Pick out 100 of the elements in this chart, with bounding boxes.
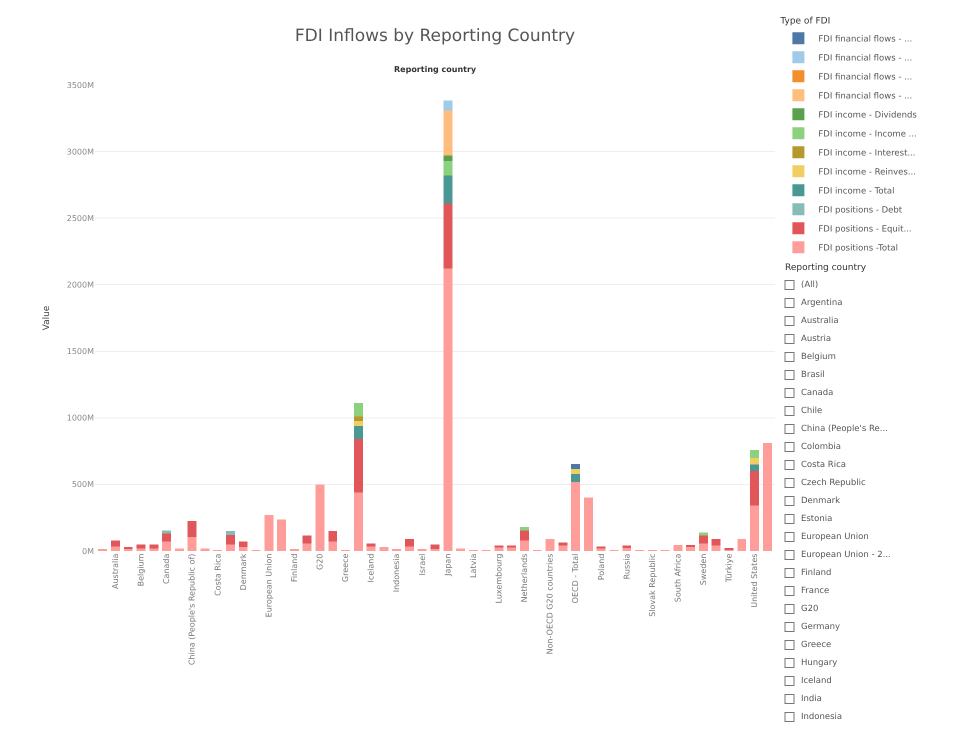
y-axis-title: Value <box>42 305 52 330</box>
bar <box>110 540 120 546</box>
x-tick-label: Latvia <box>468 554 478 578</box>
x-tick-label: Israel <box>418 554 427 576</box>
bar <box>354 426 363 440</box>
x-tick-label: OECD - Total <box>571 554 580 604</box>
y-tick-label: 500M <box>72 480 94 490</box>
y-tick-label: 0M <box>82 546 94 556</box>
bar <box>571 464 580 470</box>
text: Greece <box>801 640 832 650</box>
y-tick-label: 3500M <box>66 80 94 90</box>
x-tick-label: European Union <box>264 554 274 618</box>
bar <box>226 531 235 536</box>
bar <box>443 204 452 269</box>
bar <box>762 443 772 551</box>
text: India <box>801 694 822 704</box>
x-tick-label: Denmark <box>238 553 248 590</box>
bar <box>686 547 696 551</box>
x-tick-label: Australia <box>111 554 120 589</box>
bar <box>264 515 274 551</box>
text: Indonesia <box>801 712 842 722</box>
bar <box>404 539 414 546</box>
text: Argentina <box>801 298 842 308</box>
bar <box>404 546 414 551</box>
bar <box>302 536 312 544</box>
bar <box>750 450 760 458</box>
chart-subtitle: Reporting country <box>394 65 477 74</box>
text: Australia <box>801 316 839 326</box>
x-tick-label: G20 <box>316 554 325 570</box>
bar <box>494 548 504 551</box>
bar <box>149 544 158 548</box>
legend-label: FDI income - Interest... <box>818 148 916 159</box>
bar <box>328 542 338 551</box>
text: Reporting country <box>785 263 867 273</box>
text: Colombia <box>801 442 841 452</box>
bar <box>698 532 708 536</box>
bar <box>302 544 312 551</box>
bar <box>443 156 452 161</box>
bar <box>520 540 529 551</box>
text: Czech Republic <box>801 478 866 488</box>
bar <box>443 176 452 204</box>
bar <box>188 537 197 551</box>
bar <box>354 403 363 417</box>
bar <box>430 544 440 549</box>
legend-label: FDI financial flows - ... <box>818 72 912 83</box>
bar <box>226 535 235 544</box>
x-tick-label: Belgium <box>136 553 146 586</box>
x-tick-label: Non-OECD G20 countries <box>546 554 555 654</box>
x-tick-label: Slovak Republic <box>648 554 657 617</box>
legend-label: FDI positions -Total <box>818 244 898 254</box>
x-tick-label: Türkiye <box>724 554 734 584</box>
bar <box>136 544 146 548</box>
y-tick-label: 1000M <box>66 414 94 423</box>
bar <box>750 458 760 464</box>
text: Brasil <box>801 370 825 380</box>
legend-label: FDI positions - Equit... <box>818 224 912 235</box>
legend-title: Type of FDI <box>779 16 830 27</box>
bar <box>698 544 708 551</box>
text: Costa Rica <box>801 460 846 470</box>
chart-title: FDI Inflows by Reporting Country <box>294 26 576 46</box>
bar <box>162 530 172 534</box>
text: Chile <box>801 406 822 416</box>
y-tick-label: 1500M <box>66 347 94 356</box>
x-tick-label: Greece <box>341 554 350 582</box>
text: Iceland <box>801 676 832 686</box>
bar <box>750 506 760 551</box>
text: China (People's Re... <box>801 424 888 434</box>
bar <box>520 527 529 530</box>
bar <box>200 548 210 551</box>
x-tick-label: Costa Rica <box>213 554 222 596</box>
bar <box>750 471 760 506</box>
bar <box>277 520 286 551</box>
text: Estonia <box>801 514 832 524</box>
bar <box>558 542 568 546</box>
bar <box>596 548 606 551</box>
x-tick-label: Finland <box>290 554 299 582</box>
x-tick-label: Luxembourg <box>494 554 504 604</box>
bar <box>673 545 682 551</box>
x-tick-label: Poland <box>596 554 606 580</box>
bar <box>443 110 452 156</box>
bar <box>174 548 184 551</box>
bar <box>354 439 363 492</box>
text: Canada <box>801 388 834 398</box>
bar <box>737 539 746 551</box>
bar <box>558 546 568 551</box>
x-tick-label: Netherlands <box>520 554 530 602</box>
bar <box>456 548 466 551</box>
text: Hungary <box>801 658 838 668</box>
bar <box>443 100 452 110</box>
bar <box>712 539 721 546</box>
legend-label: FDI financial flows - ... <box>818 54 912 64</box>
text: Austria <box>801 334 832 344</box>
legend-label: FDI income - Income ... <box>818 130 917 140</box>
x-tick-label: China (People's Republic of) <box>188 554 197 666</box>
bar <box>136 548 146 551</box>
bar <box>520 530 529 540</box>
text: France <box>801 586 830 596</box>
bar <box>162 542 172 551</box>
bar <box>328 531 338 542</box>
legend-label: FDI income - Reinves... <box>818 168 916 178</box>
